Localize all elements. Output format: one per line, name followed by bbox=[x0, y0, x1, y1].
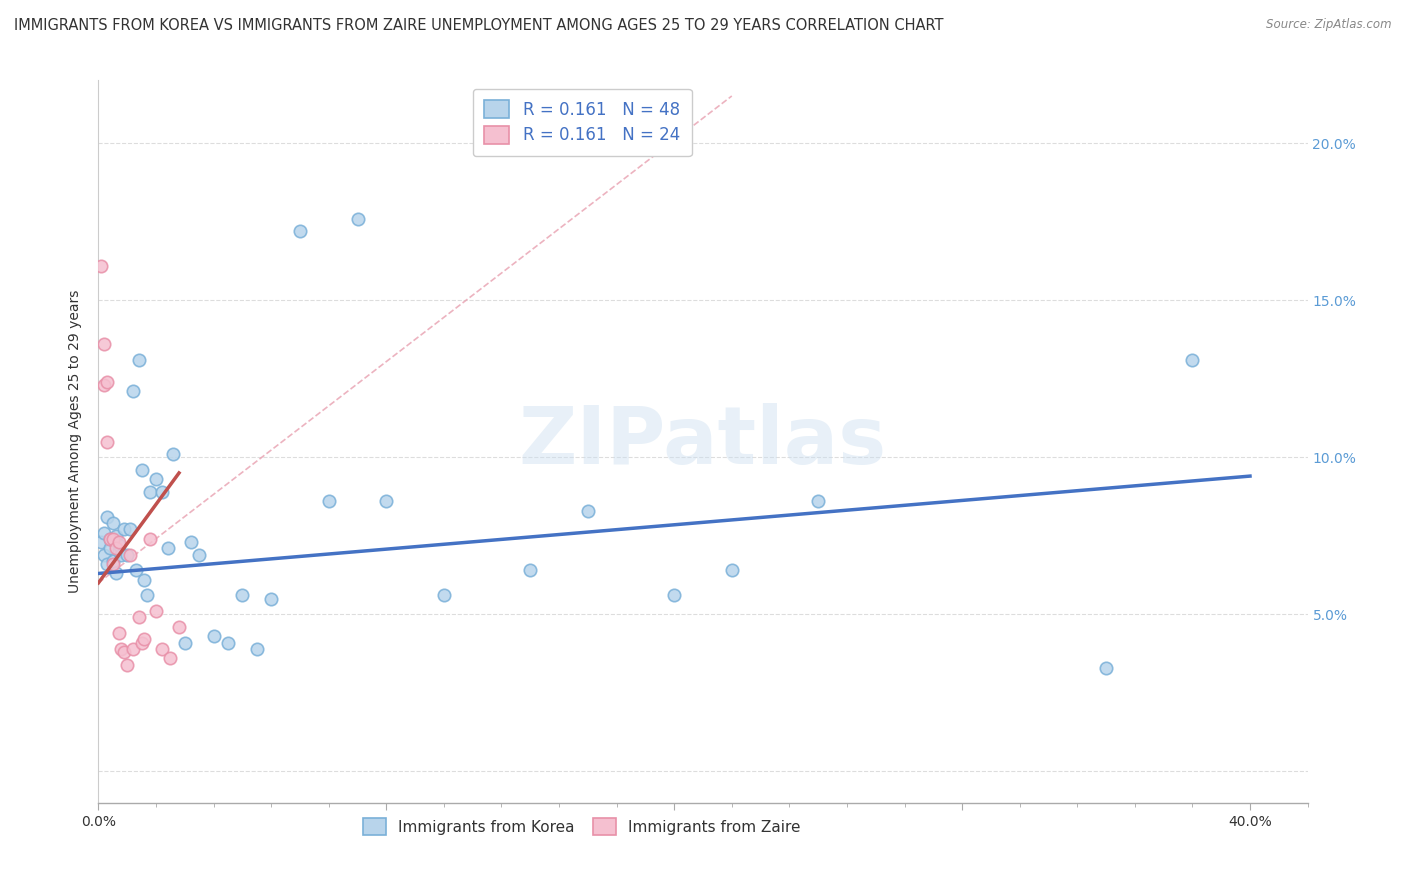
Point bbox=[139, 484, 162, 499]
Point bbox=[288, 224, 311, 238]
Point bbox=[128, 610, 150, 624]
Point bbox=[134, 573, 156, 587]
Point bbox=[162, 447, 184, 461]
Point bbox=[93, 378, 115, 392]
Point bbox=[90, 259, 112, 273]
Point bbox=[519, 563, 541, 577]
Point bbox=[107, 535, 129, 549]
Point bbox=[110, 548, 132, 562]
Point bbox=[104, 541, 127, 556]
Point bbox=[136, 589, 159, 603]
Point bbox=[576, 503, 599, 517]
Point bbox=[93, 337, 115, 351]
Point bbox=[107, 538, 129, 552]
Point bbox=[720, 563, 742, 577]
Point bbox=[156, 541, 179, 556]
Point bbox=[131, 635, 153, 649]
Point bbox=[98, 541, 121, 556]
Point bbox=[231, 589, 253, 603]
Point bbox=[115, 548, 138, 562]
Text: IMMIGRANTS FROM KOREA VS IMMIGRANTS FROM ZAIRE UNEMPLOYMENT AMONG AGES 25 TO 29 : IMMIGRANTS FROM KOREA VS IMMIGRANTS FROM… bbox=[14, 18, 943, 33]
Point bbox=[104, 566, 127, 581]
Point bbox=[125, 563, 148, 577]
Point bbox=[98, 532, 121, 546]
Point bbox=[1181, 352, 1204, 367]
Point bbox=[96, 557, 118, 571]
Legend: Immigrants from Korea, Immigrants from Zaire: Immigrants from Korea, Immigrants from Z… bbox=[353, 807, 811, 846]
Point bbox=[128, 352, 150, 367]
Point bbox=[110, 641, 132, 656]
Point bbox=[173, 635, 195, 649]
Point bbox=[188, 548, 211, 562]
Point bbox=[101, 554, 124, 568]
Point bbox=[93, 548, 115, 562]
Point bbox=[260, 591, 283, 606]
Point bbox=[122, 641, 145, 656]
Y-axis label: Unemployment Among Ages 25 to 29 years: Unemployment Among Ages 25 to 29 years bbox=[69, 290, 83, 593]
Point bbox=[145, 604, 167, 618]
Point bbox=[346, 211, 368, 226]
Point bbox=[180, 535, 202, 549]
Point bbox=[107, 626, 129, 640]
Point bbox=[96, 434, 118, 449]
Point bbox=[318, 494, 340, 508]
Point bbox=[134, 632, 156, 647]
Text: Source: ZipAtlas.com: Source: ZipAtlas.com bbox=[1267, 18, 1392, 31]
Point bbox=[246, 641, 269, 656]
Point bbox=[433, 589, 456, 603]
Point bbox=[98, 532, 121, 546]
Point bbox=[145, 472, 167, 486]
Point bbox=[107, 544, 129, 558]
Point bbox=[120, 523, 142, 537]
Point bbox=[96, 375, 118, 389]
Point bbox=[115, 657, 138, 672]
Point bbox=[664, 589, 686, 603]
Point bbox=[101, 557, 124, 571]
Point bbox=[90, 535, 112, 549]
Point bbox=[159, 651, 181, 665]
Point bbox=[375, 494, 398, 508]
Point bbox=[96, 510, 118, 524]
Point bbox=[112, 523, 135, 537]
Point bbox=[167, 620, 190, 634]
Point bbox=[139, 532, 162, 546]
Point bbox=[202, 629, 225, 643]
Point bbox=[120, 548, 142, 562]
Text: ZIPatlas: ZIPatlas bbox=[519, 402, 887, 481]
Point bbox=[112, 645, 135, 659]
Point bbox=[122, 384, 145, 399]
Point bbox=[131, 463, 153, 477]
Point bbox=[217, 635, 239, 649]
Point bbox=[104, 529, 127, 543]
Point bbox=[101, 532, 124, 546]
Point bbox=[150, 484, 173, 499]
Point bbox=[93, 525, 115, 540]
Point bbox=[101, 516, 124, 531]
Point bbox=[1095, 661, 1118, 675]
Point bbox=[807, 494, 830, 508]
Point bbox=[150, 641, 173, 656]
